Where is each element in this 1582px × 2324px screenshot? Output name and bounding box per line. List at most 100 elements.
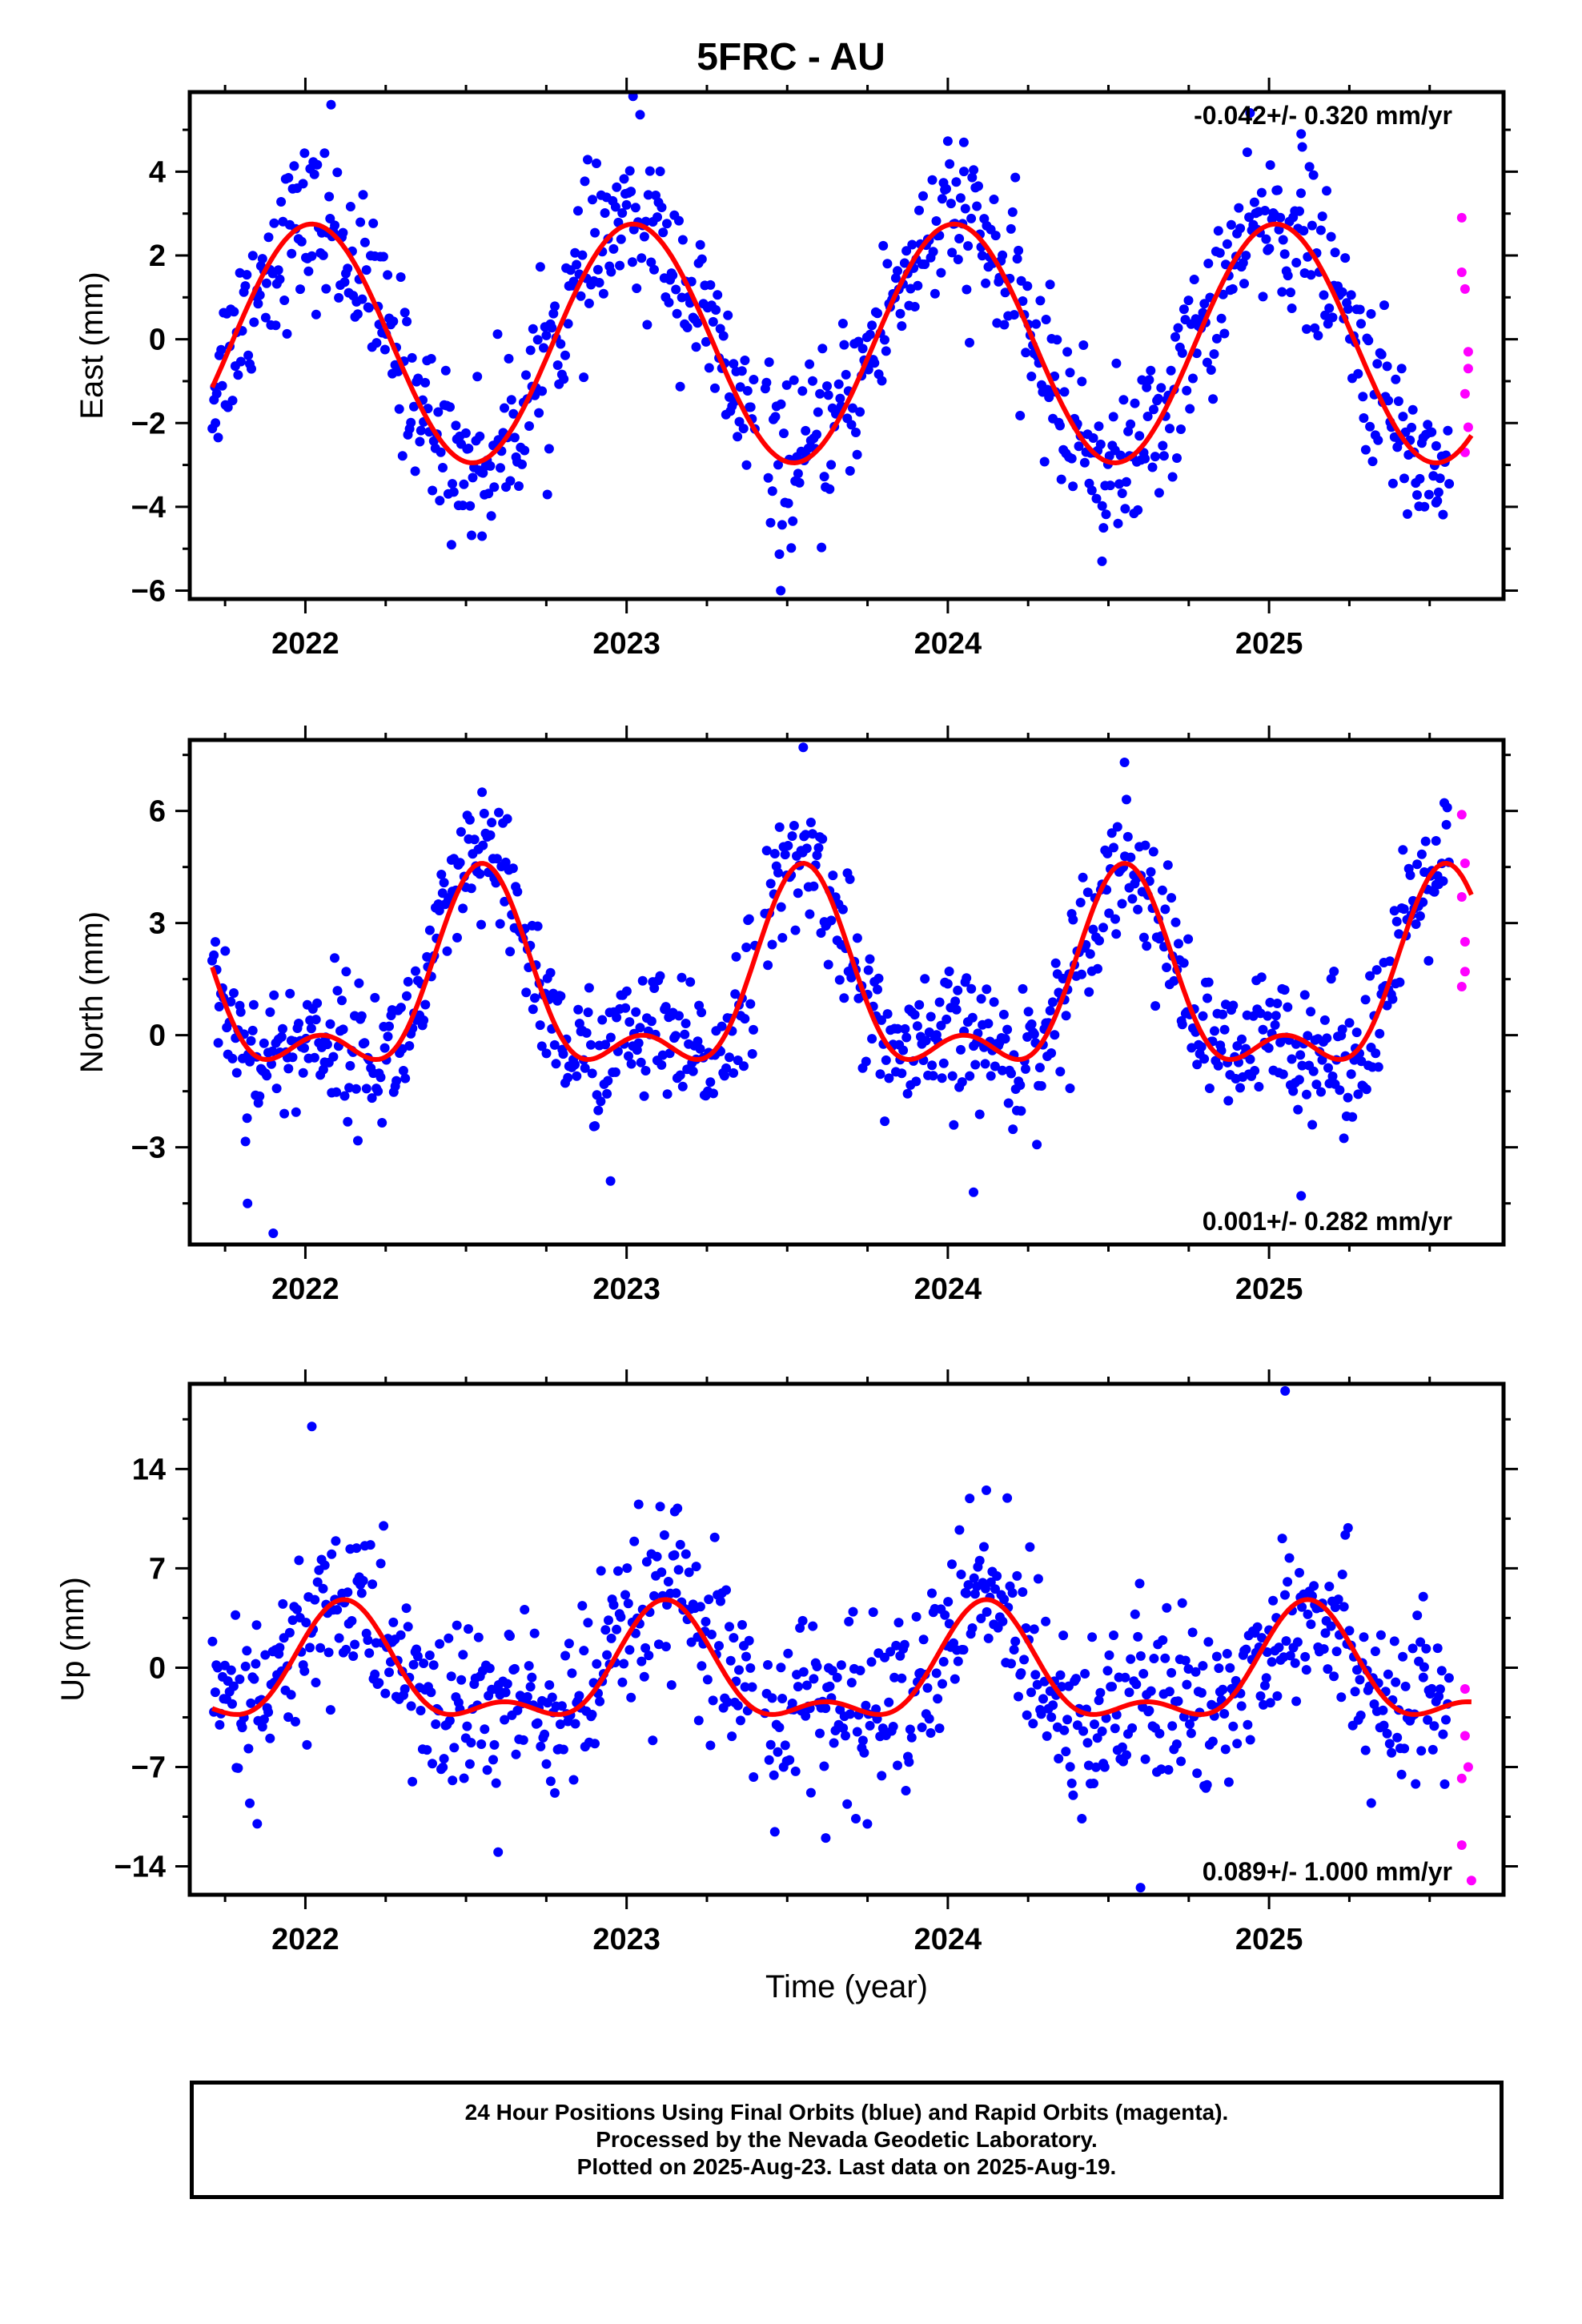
final-orbit-point [1389, 1636, 1399, 1647]
final-orbit-point [619, 1659, 629, 1669]
final-orbit-point [341, 967, 351, 977]
final-orbit-point [592, 1659, 602, 1669]
final-orbit-point [428, 485, 438, 496]
final-orbit-point [500, 857, 511, 867]
final-orbit-point [380, 1688, 391, 1699]
final-orbit-point [888, 1722, 898, 1731]
final-orbit-point [1147, 462, 1158, 472]
final-orbit-point [278, 1598, 288, 1609]
final-orbit-point [464, 814, 475, 825]
final-orbit-point [764, 1755, 774, 1765]
final-orbit-point [659, 1530, 669, 1540]
final-orbit-point [1385, 956, 1395, 967]
final-orbit-point [517, 459, 527, 469]
final-orbit-point [344, 1083, 355, 1093]
final-orbit-point [532, 1718, 543, 1728]
final-orbit-point [1309, 1581, 1319, 1591]
final-orbit-point [352, 309, 363, 320]
final-orbit-point [1082, 1738, 1093, 1748]
final-orbit-point [1411, 919, 1421, 929]
final-orbit-point [567, 1668, 577, 1679]
final-orbit-point [1383, 396, 1394, 406]
final-orbit-point [1178, 304, 1189, 315]
final-orbit-point [220, 946, 231, 956]
final-orbit-point [962, 284, 972, 295]
final-orbit-point [765, 879, 776, 889]
final-orbit-point [817, 834, 828, 844]
final-orbit-point [592, 264, 603, 275]
final-orbit-point [231, 1610, 241, 1620]
final-orbit-point [1110, 914, 1120, 924]
final-orbit-point [1416, 1746, 1427, 1756]
final-orbit-point [765, 1739, 776, 1750]
final-orbit-point [1112, 822, 1122, 832]
final-orbit-point [1423, 420, 1433, 430]
final-orbit-point [635, 110, 645, 120]
final-orbit-point [367, 1093, 377, 1104]
y-tick-label: 0 [149, 1651, 166, 1685]
final-orbit-point [1050, 958, 1061, 968]
final-orbit-point [829, 1738, 839, 1748]
final-orbit-point [1227, 283, 1238, 294]
final-orbit-point [990, 1584, 1000, 1594]
final-orbit-point [1199, 299, 1210, 309]
final-orbit-point [706, 1630, 717, 1639]
final-orbit-point [311, 309, 321, 320]
final-orbit-point [1022, 281, 1033, 292]
final-orbit-point [518, 1735, 528, 1745]
final-orbit-point [1303, 1609, 1313, 1619]
final-orbit-point [357, 294, 367, 304]
final-orbit-point [1166, 365, 1176, 376]
final-orbit-point [834, 975, 845, 985]
final-orbit-point [1317, 211, 1327, 222]
final-orbit-point [1146, 365, 1156, 376]
final-orbit-point [217, 380, 227, 391]
final-orbit-point [1322, 186, 1331, 196]
final-orbit-point [845, 874, 855, 884]
final-orbit-point [377, 1118, 387, 1128]
final-orbit-point [580, 176, 590, 187]
final-orbit-point [1273, 185, 1283, 195]
final-orbit-point [563, 319, 573, 329]
final-orbit-point [1383, 1669, 1393, 1679]
final-orbit-point [1092, 1733, 1102, 1743]
final-orbit-point [1059, 387, 1070, 397]
final-orbit-point [249, 1674, 259, 1684]
final-orbit-point [1119, 758, 1130, 767]
final-orbit-point [953, 1656, 963, 1667]
final-orbit-point [396, 1003, 406, 1013]
final-orbit-point [845, 1709, 855, 1719]
final-orbit-point [1403, 509, 1412, 519]
final-orbit-point [980, 1059, 990, 1069]
final-orbit-point [1336, 1692, 1347, 1703]
final-orbit-point [705, 1740, 716, 1751]
final-orbit-point [1327, 1072, 1338, 1081]
final-orbit-point [1065, 1762, 1075, 1772]
final-orbit-point [684, 1567, 694, 1578]
final-orbit-point [612, 182, 622, 192]
final-orbit-point [663, 1577, 673, 1586]
final-orbit-point [693, 1036, 703, 1047]
final-orbit-point [579, 1646, 589, 1656]
final-orbit-point [1102, 1666, 1113, 1676]
final-orbit-point [1407, 422, 1417, 432]
x-tick-label: 2023 [592, 1923, 661, 1956]
final-orbit-point [639, 231, 649, 242]
final-orbit-point [1219, 328, 1230, 339]
final-orbit-point [1261, 234, 1271, 244]
final-orbit-point [600, 1039, 611, 1050]
final-orbit-point [558, 1049, 568, 1059]
rapid-orbit-point [1463, 1762, 1473, 1772]
final-orbit-point [808, 376, 817, 386]
final-orbit-point [1144, 1706, 1154, 1715]
final-orbit-point [1156, 383, 1166, 393]
final-orbit-point [931, 1668, 942, 1679]
final-orbit-point [584, 298, 594, 308]
final-orbit-point [368, 218, 379, 228]
final-orbit-point [242, 1113, 252, 1124]
final-orbit-point [512, 887, 523, 897]
final-orbit-point [310, 1594, 320, 1605]
final-orbit-point [889, 1672, 900, 1683]
final-orbit-point [522, 1691, 532, 1702]
final-orbit-point [780, 1740, 790, 1751]
